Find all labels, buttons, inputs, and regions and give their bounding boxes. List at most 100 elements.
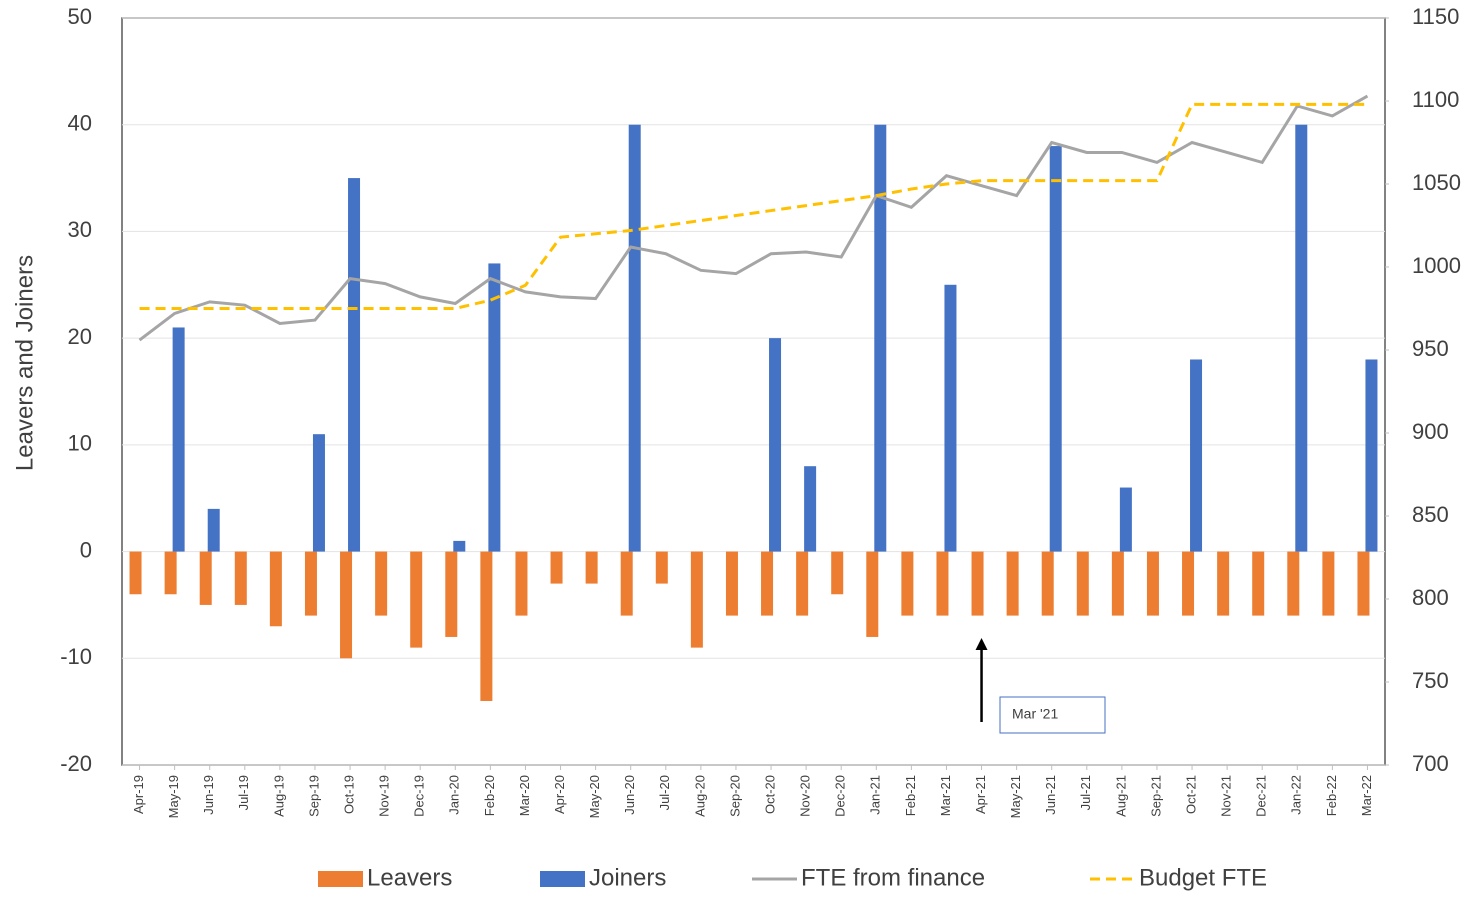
x-tick-label: May-20: [587, 775, 602, 818]
x-tick-label: Mar-20: [517, 775, 532, 816]
bar: [207, 508, 220, 552]
series-line: [138, 94, 1369, 342]
x-tick-label: Jul-21: [1078, 775, 1093, 810]
legend-label: Joiners: [589, 864, 666, 891]
x-tick-label: Apr-20: [552, 775, 567, 814]
legend-swatch: [318, 871, 363, 887]
x-tick-label: Dec-21: [1254, 775, 1269, 817]
bar: [1322, 551, 1335, 616]
x-tick-label: Jul-19: [236, 775, 251, 810]
y2-tick-label: 800: [1412, 585, 1449, 610]
bar: [1295, 124, 1308, 552]
x-tick-label: Jun-20: [622, 775, 637, 815]
bar: [1252, 551, 1265, 616]
y2-tick-label: 1000: [1412, 253, 1461, 278]
bar: [1006, 551, 1019, 616]
bar: [1182, 551, 1195, 616]
legend-swatch: [540, 871, 585, 887]
x-tick-label: Aug-21: [1113, 775, 1128, 817]
y2-tick-label: 1100: [1412, 87, 1459, 112]
x-tick-label: Nov-21: [1219, 775, 1234, 817]
x-tick-label: Jan-20: [447, 775, 462, 815]
bar: [375, 551, 388, 616]
bar: [1041, 551, 1054, 616]
bar: [348, 178, 361, 552]
bar: [1365, 359, 1378, 552]
bar: [1119, 487, 1132, 552]
bar: [796, 551, 809, 616]
bar: [453, 540, 466, 552]
bar: [445, 551, 458, 637]
x-tick-label: Nov-19: [377, 775, 392, 817]
bar: [488, 263, 501, 552]
bar: [1076, 551, 1089, 616]
y-tick-label: 30: [68, 217, 92, 242]
x-tick-label: Mar-22: [1359, 775, 1374, 816]
x-tick-label: Oct-20: [762, 775, 777, 814]
y-tick-label: 50: [68, 4, 92, 29]
bar: [831, 551, 844, 595]
bar: [585, 551, 598, 584]
y2-tick-label: 850: [1412, 502, 1449, 527]
bar: [725, 551, 738, 616]
legend-label: Leavers: [367, 864, 452, 891]
bar: [866, 551, 879, 637]
bar: [340, 551, 353, 659]
y2-tick-label: 1150: [1412, 4, 1459, 29]
bar: [164, 551, 177, 595]
bar: [901, 551, 914, 616]
x-tick-label: Jun-19: [201, 775, 216, 815]
x-tick-label: Sep-21: [1148, 775, 1163, 817]
bar: [172, 327, 185, 552]
x-tick-label: Nov-20: [798, 775, 813, 817]
bar: [1357, 551, 1370, 616]
y2-tick-label: 1050: [1412, 170, 1461, 195]
bar: [312, 434, 325, 552]
y-tick-label: 0: [80, 537, 92, 562]
x-tick-label: May-19: [166, 775, 181, 818]
x-tick-label: Aug-19: [271, 775, 286, 817]
x-tick-label: Aug-20: [692, 775, 707, 817]
bar: [804, 466, 817, 552]
bar: [1146, 551, 1159, 616]
bar: [550, 551, 563, 584]
bar: [129, 551, 142, 595]
legend-label: FTE from finance: [801, 864, 985, 891]
bar: [410, 551, 423, 648]
y2-tick-label: 950: [1412, 336, 1449, 361]
bar: [1111, 551, 1124, 616]
bar: [761, 551, 774, 616]
bar: [655, 551, 668, 584]
x-tick-label: Sep-19: [306, 775, 321, 817]
bar: [480, 551, 493, 701]
y-axis-title: Leavers and Joiners: [11, 255, 38, 471]
y-tick-label: -20: [60, 751, 92, 776]
x-tick-label: Oct-19: [341, 775, 356, 814]
bar: [199, 551, 212, 605]
bar: [269, 551, 282, 627]
annotation-box: [999, 696, 1106, 734]
y-tick-label: 20: [68, 324, 92, 349]
y-tick-label: 40: [68, 111, 92, 136]
y2-tick-label: 700: [1412, 751, 1449, 776]
bar: [304, 551, 317, 616]
x-tick-label: Feb-20: [482, 775, 497, 816]
bar: [628, 124, 641, 552]
x-tick-label: Jan-21: [868, 775, 883, 815]
x-tick-label: Feb-21: [903, 775, 918, 816]
x-tick-label: Jan-22: [1289, 775, 1304, 815]
x-tick-label: May-21: [1008, 775, 1023, 818]
annotation-arrowhead: [975, 638, 988, 650]
bar: [1049, 146, 1062, 552]
y2-tick-label: 750: [1412, 668, 1449, 693]
legend-label: Budget FTE: [1139, 864, 1267, 891]
bar: [936, 551, 949, 616]
bar: [971, 551, 984, 616]
x-tick-label: Dec-19: [412, 775, 427, 817]
x-tick-label: Apr-21: [973, 775, 988, 814]
y2-tick-label: 900: [1412, 419, 1449, 444]
bar: [769, 338, 782, 552]
x-tick-label: Dec-20: [833, 775, 848, 817]
x-tick-label: Sep-20: [727, 775, 742, 817]
